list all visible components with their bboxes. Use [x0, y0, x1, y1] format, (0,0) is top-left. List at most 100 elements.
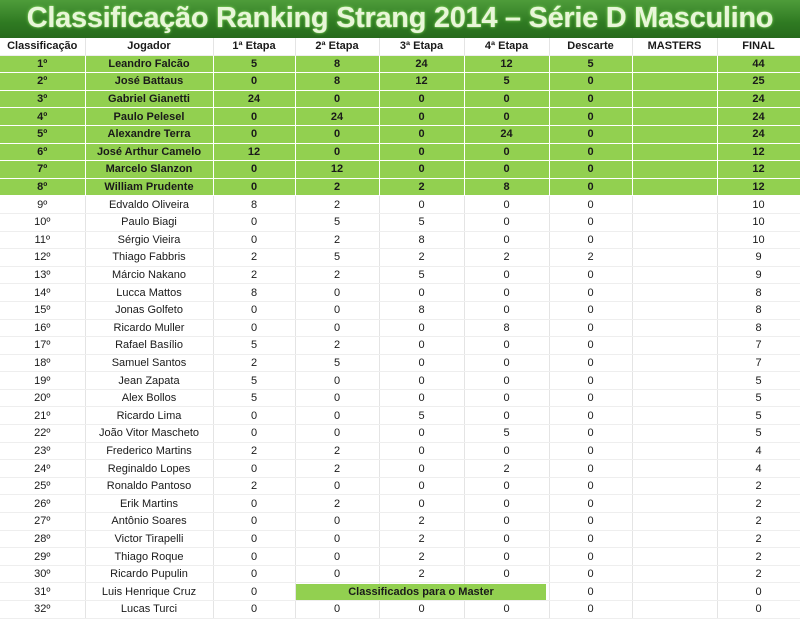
- masters-cell: [632, 424, 718, 443]
- final-cell: 4: [717, 442, 800, 461]
- table-row: 11º Sérgio Vieira 0 2 8 0 0 10: [0, 231, 800, 250]
- masters-cell: [632, 459, 718, 478]
- final-cell: 24: [717, 90, 800, 109]
- table-row: 8º William Prudente 0 2 2 8 0 12: [0, 178, 800, 197]
- table-row: 10º Paulo Biagi 0 5 5 0 0 10: [0, 213, 800, 232]
- etapa-1-cell: 0: [213, 582, 296, 601]
- etapa-3-cell: 12: [379, 72, 465, 91]
- table-row: 13º Márcio Nakano 2 2 5 0 0 9: [0, 266, 800, 285]
- table-row: 15º Jonas Golfeto 0 0 8 0 0 8: [0, 301, 800, 320]
- etapa-1-cell: 2: [213, 477, 296, 496]
- table-row: 3º Gabriel Gianetti 24 0 0 0 0 24: [0, 90, 800, 109]
- player-name-cell: José Battaus: [85, 72, 214, 91]
- etapa-1-cell: 0: [213, 530, 296, 549]
- player-name-cell: Marcelo Slanzon: [85, 160, 214, 179]
- rank-cell: 15º: [0, 301, 86, 320]
- etapa-2-cell: 0: [295, 371, 380, 390]
- descarte-cell: 0: [549, 582, 633, 601]
- table-row: 1º Leandro Falcão 5 8 24 12 5 44: [0, 55, 800, 74]
- etapa-4-cell: 0: [464, 283, 550, 302]
- etapa-3-cell: 0: [379, 459, 465, 478]
- etapa-1-cell: 0: [213, 72, 296, 91]
- etapa-4-cell: 0: [464, 530, 550, 549]
- etapa-1-cell: 0: [213, 178, 296, 197]
- etapa-1-cell: 0: [213, 424, 296, 443]
- rank-cell: 31º: [0, 582, 86, 601]
- player-name-cell: Paulo Biagi: [85, 213, 214, 232]
- etapa-4-cell: 5: [464, 72, 550, 91]
- etapa-2-cell: 2: [295, 459, 380, 478]
- etapa-1-cell: 0: [213, 319, 296, 338]
- player-name-cell: Márcio Nakano: [85, 266, 214, 285]
- descarte-cell: 0: [549, 565, 633, 584]
- etapa-1-cell: 0: [213, 231, 296, 250]
- player-name-cell: Rafael Basílio: [85, 336, 214, 355]
- etapa-3-cell: 0: [379, 389, 465, 408]
- table-row: 23º Frederico Martins 2 2 0 0 0 4: [0, 442, 800, 461]
- player-name-cell: Antônio Soares: [85, 512, 214, 531]
- player-name-cell: Paulo Pelesel: [85, 107, 214, 126]
- etapa-3-cell: 0: [379, 125, 465, 144]
- player-name-cell: Ricardo Lima: [85, 406, 214, 426]
- etapa-1-cell: 24: [213, 90, 296, 109]
- player-name-cell: Frederico Martins: [85, 442, 214, 461]
- header-jogador: Jogador: [85, 38, 214, 56]
- rank-cell: 9º: [0, 195, 86, 214]
- ranking-body: 1º Leandro Falcão 5 8 24 12 5 44 2º José Battaus 0…: [0, 55, 800, 619]
- etapa-1-cell: 2: [213, 266, 296, 285]
- etapa-4-cell: 0: [464, 512, 550, 531]
- etapa-2-cell: 0: [295, 565, 380, 584]
- masters-cell: [632, 283, 718, 302]
- etapa-2-cell: 0: [295, 301, 380, 320]
- etapa-2-cell: 2: [295, 442, 380, 461]
- table-row: 4º Paulo Pelesel 0 24 0 0 0 24: [0, 107, 800, 126]
- player-name-cell: Ricardo Pupulin: [85, 565, 214, 584]
- player-name-cell: Alex Bollos: [85, 389, 214, 408]
- rank-cell: 23º: [0, 442, 86, 461]
- etapa-3-cell: 2: [379, 512, 465, 531]
- page-title: Classificação Ranking Strang 2014 – Séri…: [26, 2, 774, 34]
- masters-cell: [632, 582, 718, 601]
- table-row: 5º Alexandre Terra 0 0 0 24 0 24: [0, 125, 800, 144]
- masters-cell: [632, 178, 718, 197]
- final-cell: 44: [717, 55, 800, 74]
- final-cell: 2: [717, 565, 800, 584]
- final-cell: 2: [717, 494, 800, 514]
- final-cell: 24: [717, 125, 800, 144]
- table-row: 25º Ronaldo Pantoso 2 0 0 0 0 2: [0, 477, 800, 496]
- player-name-cell: Jean Zapata: [85, 371, 214, 390]
- masters-cell: [632, 301, 718, 320]
- descarte-cell: 0: [549, 547, 633, 566]
- etapa-4-cell: 0: [464, 406, 550, 426]
- etapa-2-cell: 12: [295, 160, 380, 179]
- etapa-3-cell: 0: [379, 354, 465, 373]
- etapa-4-cell: 0: [464, 389, 550, 408]
- descarte-cell: 0: [549, 512, 633, 531]
- etapa-4-cell: 0: [464, 336, 550, 355]
- header-final: FINAL: [717, 38, 800, 56]
- player-name-cell: Ricardo Muller: [85, 319, 214, 338]
- etapa-3-cell: 0: [379, 319, 465, 338]
- masters-cell: [632, 107, 718, 126]
- masters-cell: [632, 530, 718, 549]
- final-cell: 12: [717, 143, 800, 162]
- final-cell: 2: [717, 530, 800, 549]
- etapa-4-cell: 24: [464, 125, 550, 144]
- table-row: 22º João Vitor Mascheto 0 0 0 5 0 5: [0, 424, 800, 443]
- etapa-1-cell: 0: [213, 213, 296, 232]
- etapa-3-cell: 24: [379, 55, 465, 74]
- table-row: 16º Ricardo Muller 0 0 0 8 0 8: [0, 319, 800, 338]
- rank-cell: 13º: [0, 266, 86, 285]
- etapa-2-cell: 0: [295, 547, 380, 566]
- descarte-cell: 0: [549, 301, 633, 320]
- etapa-3-cell: 2: [379, 547, 465, 566]
- descarte-cell: 0: [549, 125, 633, 144]
- etapa-3-cell: 0: [379, 424, 465, 443]
- descarte-cell: 0: [549, 336, 633, 355]
- rank-cell: 19º: [0, 371, 86, 390]
- etapa-2-cell: 2: [295, 231, 380, 250]
- etapa-4-cell: 0: [464, 600, 550, 619]
- descarte-cell: 0: [549, 283, 633, 302]
- final-cell: 5: [717, 424, 800, 443]
- masters-cell: [632, 125, 718, 144]
